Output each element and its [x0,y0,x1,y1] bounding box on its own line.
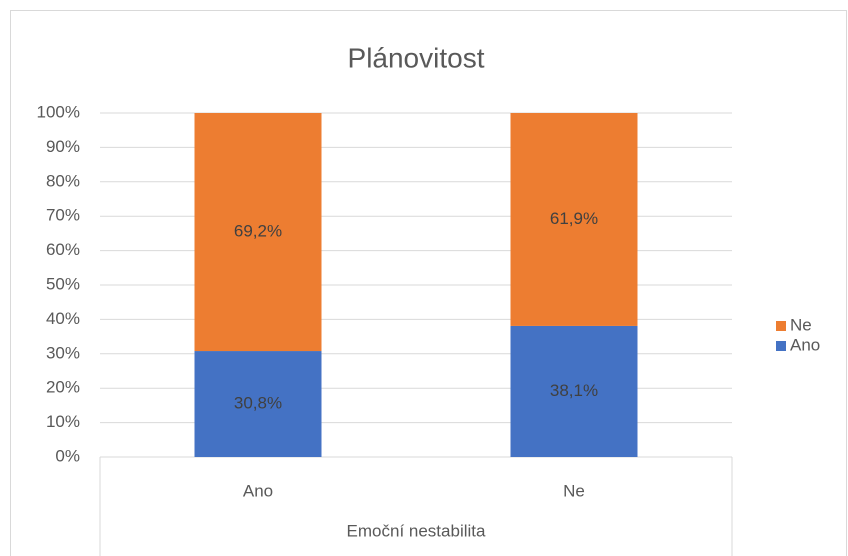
chart-border [10,10,847,556]
x-tick-label: Ano [243,481,273,500]
legend-label: Ano [790,335,820,354]
x-axis-label: Emoční nestabilita [347,521,486,540]
x-tick-label: Ne [563,481,585,500]
data-label: 61,9% [550,209,598,228]
y-tick-label: 60% [46,240,80,259]
data-label: 30,8% [234,394,282,413]
y-tick-label: 80% [46,171,80,190]
y-tick-label: 40% [46,309,80,328]
y-tick-label: 50% [46,274,80,293]
y-tick-label: 10% [46,412,80,431]
legend-label: Ne [790,315,812,334]
legend-swatch [776,341,786,351]
chart-title: Plánovitost [348,42,485,73]
data-label: 38,1% [550,381,598,400]
legend-swatch [776,321,786,331]
data-label: 69,2% [234,222,282,241]
bar-segment [194,351,322,457]
bar-segment [510,113,638,326]
y-tick-label: 30% [46,343,80,362]
y-tick-label: 100% [37,102,80,121]
y-tick-label: 20% [46,378,80,397]
bar-segment [510,325,638,457]
bar-segment [194,113,322,352]
y-tick-label: 0% [55,446,80,465]
y-tick-label: 90% [46,137,80,156]
y-tick-label: 70% [46,206,80,225]
